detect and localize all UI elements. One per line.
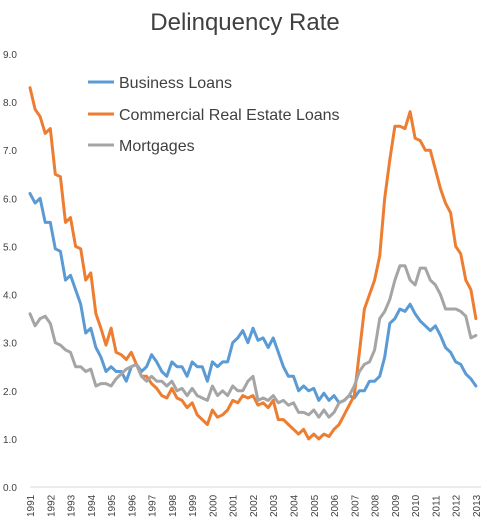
legend: Business Loans Commercial Real Estate Loa… (88, 75, 340, 155)
x-tick-label: 1999 (188, 494, 199, 517)
series-line-business-loans (28, 192, 478, 405)
x-tick-label: 1998 (168, 494, 179, 517)
y-axis-ticks: 0.0 1.0 2.0 3.0 4.0 5.0 6.0 7.0 8.0 9.0 (3, 50, 17, 494)
x-tick-label: 2003 (269, 494, 280, 517)
x-tick-label: 1994 (87, 494, 98, 517)
x-tick-label: 1996 (127, 494, 138, 517)
legend-label: Mortgages (119, 138, 195, 155)
x-tick-label: 2013 (472, 494, 483, 517)
y-tick-label: 8.0 (3, 98, 17, 109)
legend-label: Commercial Real Estate Loans (119, 107, 340, 124)
x-tick-label: 2010 (411, 494, 422, 517)
x-tick-label: 2005 (310, 494, 321, 517)
x-tick-label: 2002 (249, 494, 260, 517)
series-lines (28, 86, 478, 441)
legend-label: Business Loans (119, 75, 232, 92)
x-tick-label: 1993 (67, 494, 78, 517)
series-line-mortgages (28, 264, 478, 419)
y-tick-label: 0.0 (3, 483, 17, 494)
y-tick-label: 5.0 (3, 242, 17, 253)
x-tick-label: 1995 (107, 494, 118, 517)
x-tick-label: 1997 (148, 494, 159, 517)
y-tick-label: 1.0 (3, 435, 17, 446)
y-tick-label: 7.0 (3, 146, 17, 157)
x-tick-label: 2011 (431, 495, 442, 517)
y-tick-label: 3.0 (3, 339, 17, 350)
y-tick-label: 9.0 (3, 50, 17, 61)
x-axis-ticks: 1991 1992 1993 1994 1995 1996 1997 1998 1999 2000… (26, 494, 483, 517)
x-tick-label: 2012 (452, 494, 463, 517)
y-tick-label: 4.0 (3, 291, 17, 302)
x-tick-label: 2007 (350, 494, 361, 517)
y-tick-label: 2.0 (3, 387, 17, 398)
x-tick-label: 2009 (391, 494, 402, 517)
x-tick-label: 2006 (330, 494, 341, 517)
x-tick-label: 1992 (46, 494, 57, 517)
x-tick-label: 2004 (290, 494, 301, 517)
x-tick-label: 2000 (208, 494, 219, 517)
series-line-commercial-real-estate-loans (28, 86, 478, 441)
y-tick-label: 6.0 (3, 194, 17, 205)
x-tick-label: 1991 (26, 494, 37, 517)
chart-title: Delinquency Rate (150, 9, 339, 36)
x-tick-label: 2008 (371, 494, 382, 517)
x-tick-label: 2001 (229, 494, 240, 517)
